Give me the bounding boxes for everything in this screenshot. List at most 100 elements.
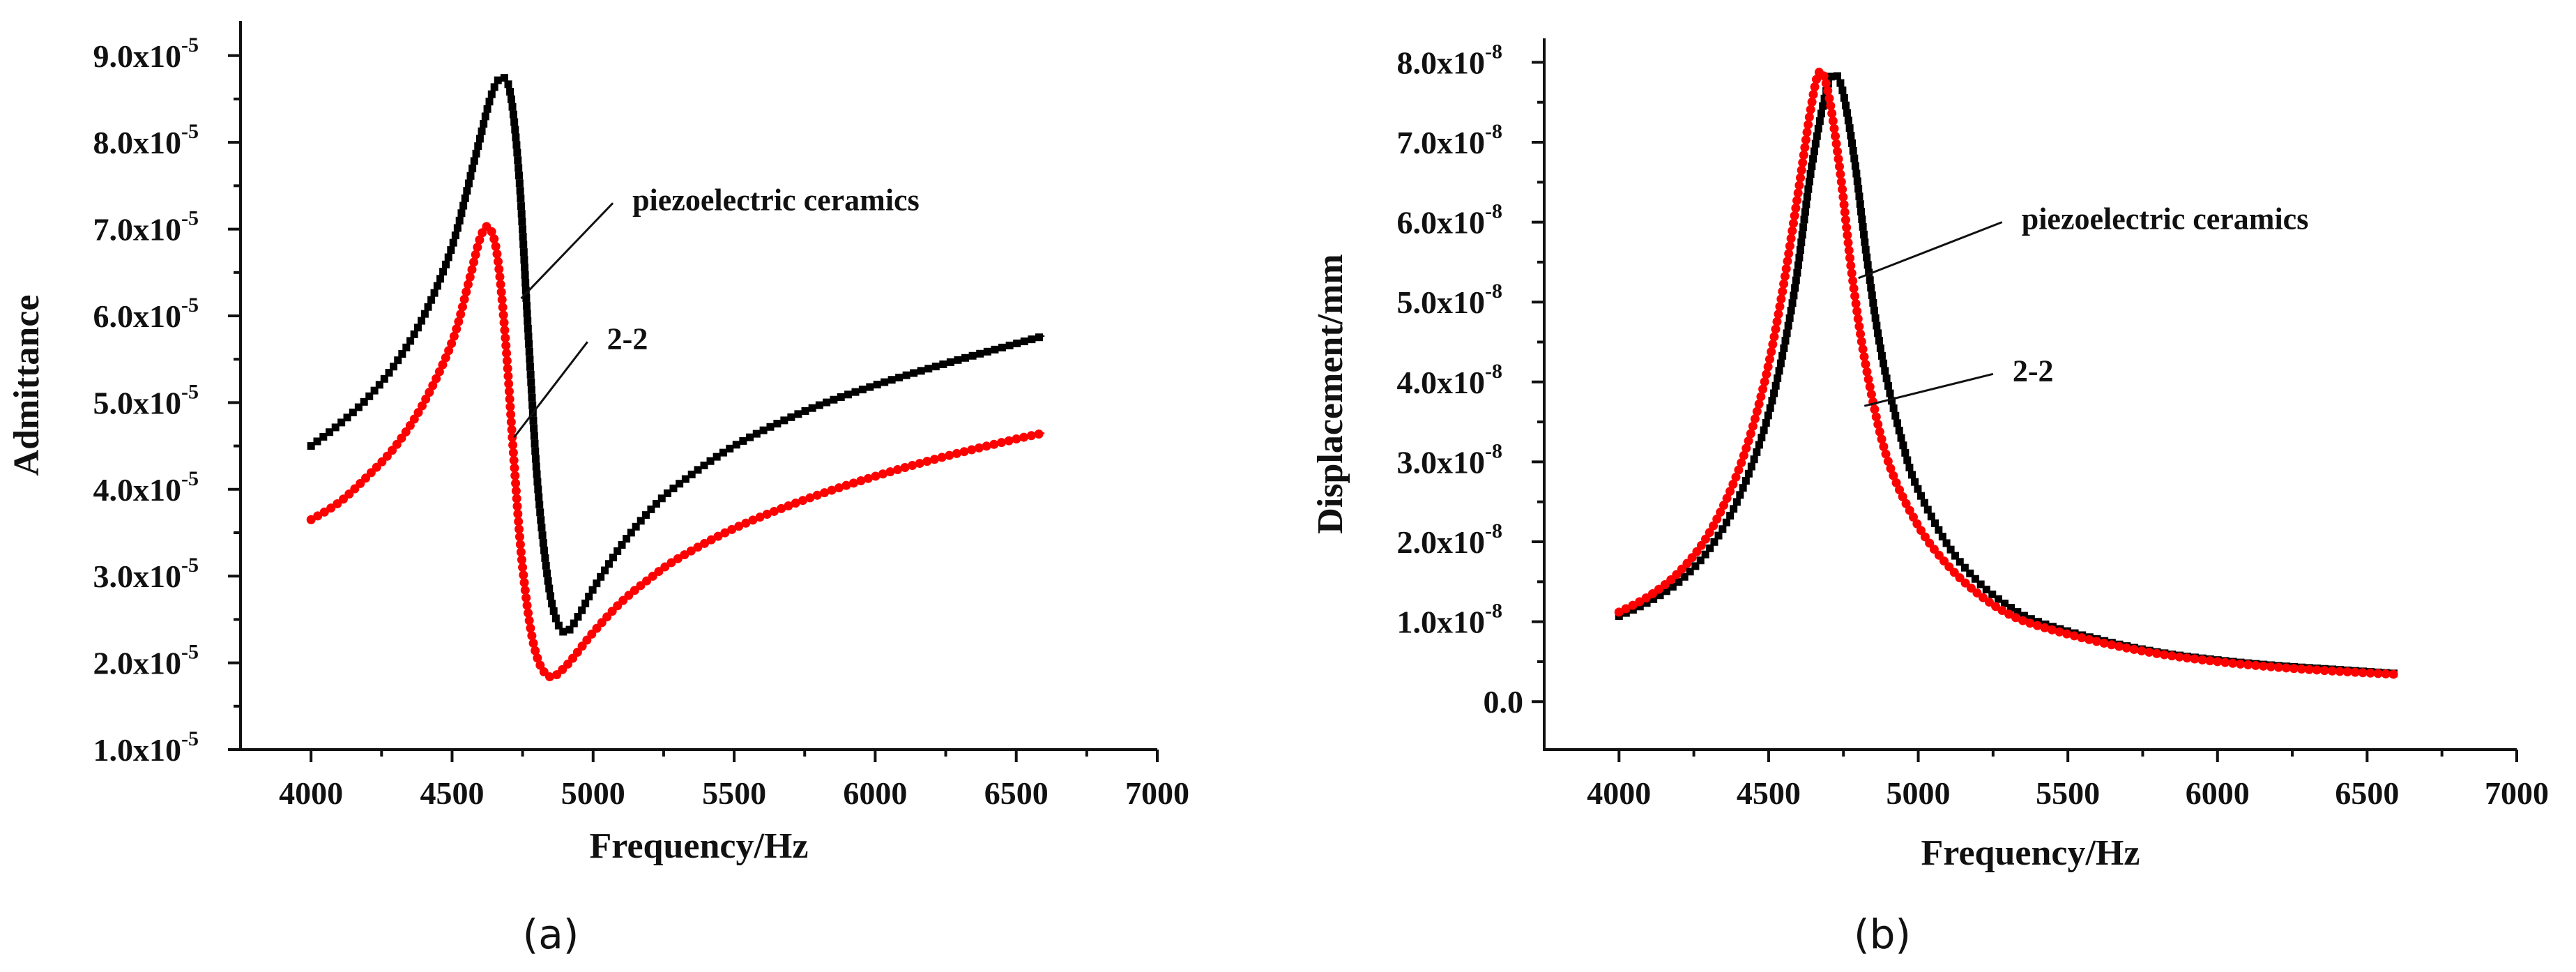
data-point [1951,552,1959,560]
data-point [533,478,542,486]
data-point [1779,279,1789,289]
y-tick-label: 2.0x10-8 [1397,519,1503,560]
data-point [565,625,574,634]
data-point [1876,344,1884,353]
data-point [331,423,340,432]
data-point [1714,531,1723,540]
data-point [505,402,515,411]
data-point [1827,73,1836,81]
data-point [1881,449,1891,459]
data-point [1799,150,1808,160]
data-point [851,388,860,396]
data-point [1899,441,1907,450]
data-point [2388,669,2398,679]
data-point [509,455,519,465]
data-point [1772,317,1782,326]
data-point [647,506,655,514]
data-point [1621,604,1631,614]
data-point [535,493,543,501]
data-point [1686,568,1694,576]
data-point [554,621,563,630]
data-point [502,349,512,358]
y-tick-label: 3.0x10-8 [1397,439,1503,480]
data-point [848,478,858,488]
data-point [519,248,528,257]
data-point [1854,185,1863,193]
data-point [511,478,521,488]
data-point [1804,185,1813,193]
data-point [2190,654,2200,664]
data-point [1886,464,1896,473]
data-point [1810,82,1820,92]
data-point [524,324,532,333]
data-point [2281,663,2291,673]
data-point [720,528,730,538]
data-point [1731,472,1741,482]
data-point [522,600,532,610]
data-point [1808,162,1816,171]
data-point [313,437,321,446]
data-point [1709,521,1718,531]
series-piezoelectric-ceramics [307,74,1045,636]
data-point [1942,539,1951,547]
data-point [539,539,547,547]
data-point [503,363,512,373]
data-point [632,522,640,531]
data-point [1898,492,1907,501]
data-point [878,469,887,479]
data-point [455,216,464,225]
series-2-2 [1614,68,2398,679]
data-point [468,165,477,173]
data-point [780,416,788,425]
data-point [548,600,556,608]
data-point [1927,512,1935,521]
data-point [365,392,374,400]
data-point [734,522,744,531]
data-point [1901,499,1911,508]
data-point [1737,458,1746,468]
data-point [1754,399,1764,409]
data-point [681,475,689,483]
data-point [983,347,991,356]
data-point [1701,550,1709,559]
chart-panel-b: 4000 4500 5000 5500 6000 6500 7000 0.0 1.0x10-8 2… [1311,38,2549,958]
data-point [1819,71,1829,81]
data-point [1956,558,1964,566]
data-point [1807,97,1817,107]
data-point [1836,177,1846,187]
data-point [588,586,597,594]
data-point [798,496,808,506]
data-point [1739,484,1747,492]
y-tick-label: 7.0x10-8 [1397,120,1503,160]
data-point [1760,426,1768,434]
y-tick-label: 3.0x10-5 [93,554,199,594]
data-point [892,465,902,475]
data-point [1834,162,1844,172]
data-point [1744,436,1753,446]
data-point [1628,600,1638,610]
data-point [1833,72,1841,80]
data-point [1891,411,1900,420]
data-point [1868,291,1876,300]
data-point [1748,421,1758,431]
data-point [794,410,802,418]
data-point [527,631,537,641]
data-point [475,135,484,143]
data-point [858,386,867,394]
data-point [517,202,526,211]
data-point [1811,75,1821,84]
data-point [1882,374,1891,383]
data-point [438,360,448,370]
data-point [627,529,635,537]
data-point [1792,276,1800,284]
data-point [538,524,546,532]
data-point [1680,572,1689,581]
data-point [375,381,383,389]
data-point [501,333,510,343]
data-point [2144,647,2154,657]
data-point [1802,200,1811,208]
data-point [1810,147,1818,155]
data-point [1897,434,1905,442]
data-point [1827,109,1837,119]
data-point [545,672,555,682]
